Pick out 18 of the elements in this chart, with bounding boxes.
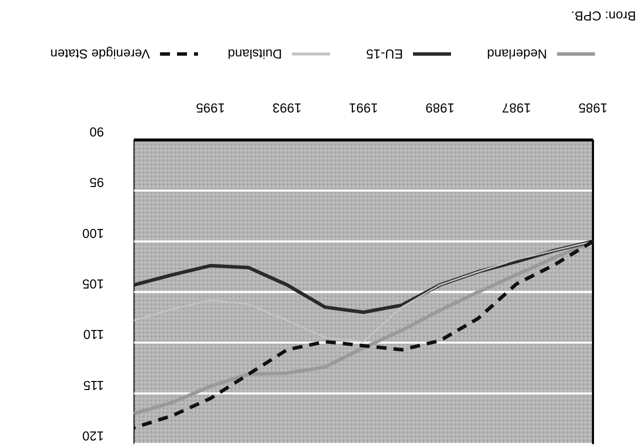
text: Bron: CPB. [570,8,636,24]
y-tick-label: 120 [82,428,104,444]
y-tick-label: 105 [82,276,104,292]
x-tick-label: 1993 [272,100,302,116]
y-tick-label: 100 [82,226,104,241]
y-tick-label: 95 [90,175,104,190]
x-tick-label: 1989 [426,100,454,116]
y-tick-label: 110 [83,327,104,342]
legend-label: Duitsland [228,46,282,62]
y-tick-label: 90 [90,124,104,140]
x-tick-label: 1985 [578,100,608,116]
x-tick-label: 1987 [502,100,531,116]
x-tick-label: 1995 [196,100,225,116]
legend-label: Verenigde Staten [50,46,150,62]
legend-label: Nederland [487,46,547,62]
legend-label: EU-15 [366,46,403,62]
y-tick-label: 115 [83,378,104,393]
x-tick-label: 1991 [349,100,378,116]
